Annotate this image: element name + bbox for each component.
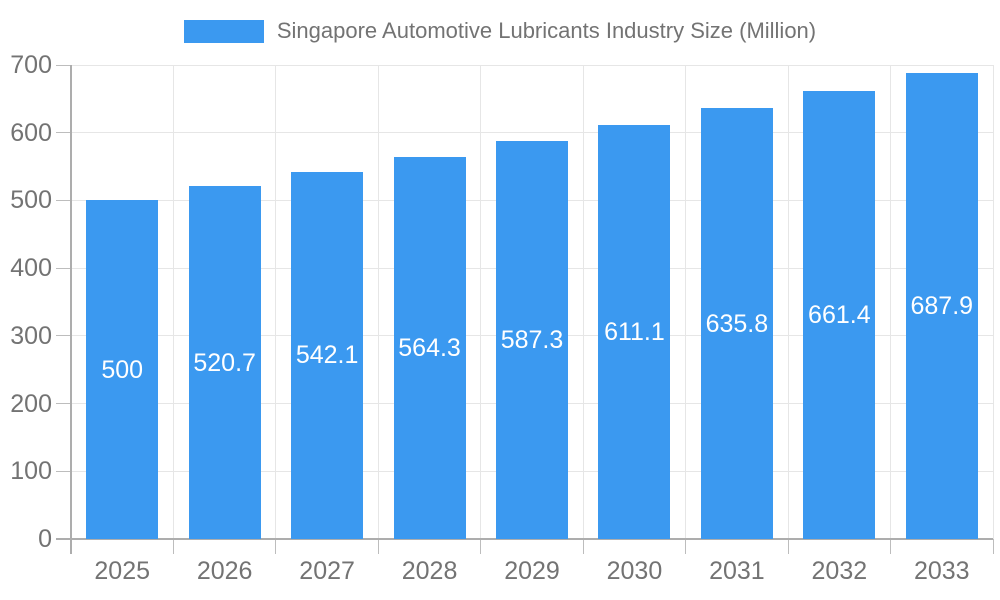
x-axis-label: 2029	[504, 557, 560, 585]
y-axis-line	[70, 65, 72, 554]
x-axis-label: 2027	[299, 557, 355, 585]
bar-value-label: 611.1	[604, 318, 665, 347]
bar[interactable]	[188, 186, 261, 539]
y-tick	[56, 132, 71, 134]
y-axis-label: 400	[10, 254, 52, 283]
legend-swatch[interactable]	[183, 19, 264, 43]
x-tick	[480, 539, 482, 554]
y-axis-label: 600	[10, 118, 52, 147]
y-axis-label: 200	[10, 389, 52, 418]
x-gridline	[480, 65, 482, 539]
x-axis-label: 2030	[606, 557, 663, 585]
x-gridline	[377, 65, 379, 539]
x-gridline	[787, 65, 789, 539]
bar[interactable]	[291, 171, 364, 539]
y-tick	[56, 199, 71, 201]
x-gridline	[992, 65, 994, 539]
x-axis-label: 2032	[811, 557, 868, 585]
x-axis-label: 2033	[913, 557, 970, 585]
x-gridline	[685, 65, 687, 539]
x-tick	[582, 539, 584, 554]
x-gridline	[172, 65, 174, 539]
x-tick	[377, 539, 379, 554]
bar[interactable]	[496, 141, 568, 539]
bar-value-label: 500	[101, 355, 144, 384]
y-tick	[56, 403, 71, 405]
x-gridline	[275, 65, 277, 539]
bar-value-label: 687.9	[910, 292, 974, 321]
y-tick	[56, 335, 71, 337]
bar[interactable]	[86, 200, 159, 539]
bar[interactable]	[905, 73, 978, 539]
y-axis-label: 0	[38, 525, 52, 553]
bar-value-label: 635.8	[705, 309, 769, 338]
bar[interactable]	[803, 91, 876, 539]
bar-value-label: 564.3	[398, 333, 461, 362]
bar[interactable]	[598, 125, 671, 539]
y-axis-label: 100	[10, 457, 52, 486]
x-tick	[787, 539, 789, 554]
y-tick	[56, 470, 71, 472]
y-tick	[56, 64, 71, 66]
x-tick	[992, 539, 994, 554]
x-axis-label: 2026	[196, 557, 253, 585]
x-tick	[890, 539, 892, 554]
x-axis-label: 2031	[709, 557, 765, 585]
y-axis-label: 300	[10, 321, 52, 350]
x-gridline	[582, 65, 584, 539]
x-gridline	[890, 65, 892, 539]
y-tick	[56, 267, 71, 269]
bar-value-label: 661.4	[808, 301, 871, 330]
legend: Singapore Automotive Lubricants Industry…	[0, 18, 1000, 44]
y-axis-label: 500	[10, 186, 52, 215]
x-axis-line	[56, 538, 993, 540]
x-tick	[275, 539, 277, 554]
bar-value-label: 542.1	[295, 341, 359, 370]
bar-value-label: 587.3	[500, 326, 564, 355]
legend-label[interactable]: Singapore Automotive Lubricants Industry…	[276, 18, 817, 43]
x-axis-label: 2025	[94, 557, 151, 585]
x-axis-label: 2028	[401, 557, 458, 585]
x-tick	[172, 539, 174, 554]
y-gridline	[71, 132, 993, 134]
y-gridline	[71, 64, 993, 66]
bar[interactable]	[700, 108, 773, 539]
x-tick	[685, 539, 687, 554]
bar-value-label: 520.7	[193, 348, 256, 377]
y-axis-label: 700	[10, 51, 52, 79]
bar[interactable]	[393, 156, 466, 539]
